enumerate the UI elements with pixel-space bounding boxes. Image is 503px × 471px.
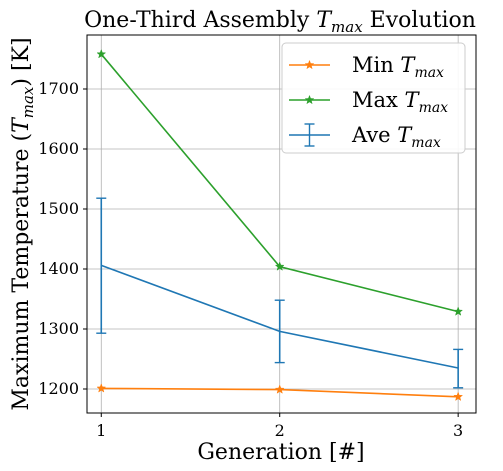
legend-max-tmax-marker <box>304 94 315 105</box>
legend-max-tmax-label: Max Tmax <box>352 88 448 116</box>
legend-label-math-sub: max <box>419 100 449 116</box>
legend-box <box>281 42 466 154</box>
max-tmax-point <box>274 261 285 271</box>
legend-min-tmax-marker <box>304 59 315 70</box>
title-suffix: Evolution <box>363 8 476 33</box>
y-axis-label: Maximum Temperature (Tmax) [K] <box>9 37 37 410</box>
legend-label-math: T <box>397 123 413 147</box>
ylabel-math-sub: max <box>19 86 37 118</box>
legend-label-prefix: Max <box>352 88 405 112</box>
min-tmax-point <box>453 391 464 402</box>
y-tick-label: 1400 <box>38 259 79 278</box>
x-tick-label: 2 <box>275 421 285 440</box>
ylabel-math: T <box>9 116 34 133</box>
title-math-sub: max <box>331 18 363 36</box>
y-tick-label: 1700 <box>38 79 79 98</box>
legend-label-math-sub: max <box>414 65 444 81</box>
min-tmax-point <box>96 383 107 393</box>
x-tick-label: 3 <box>453 421 463 440</box>
axes-frame <box>86 34 477 414</box>
min-tmax-point <box>274 384 285 394</box>
title-prefix: One-Third Assembly <box>84 8 316 33</box>
legend-label-math-sub: max <box>411 135 441 151</box>
legend-ave-tmax-label: Ave Tmax <box>351 123 441 151</box>
y-tick-label: 1200 <box>38 379 79 398</box>
ticks: 1200 1300 1400 1500 1600 1700 1 2 3 <box>38 79 463 440</box>
y-tick-label: 1300 <box>38 319 79 338</box>
y-tick-label: 1500 <box>38 199 79 218</box>
x-axis-label: Generation [#] <box>197 440 364 465</box>
max-tmax-point <box>96 48 107 59</box>
legend-min-tmax-label: Min Tmax <box>352 53 444 81</box>
x-tick-label: 1 <box>96 421 106 440</box>
legend-label-math: T <box>405 88 421 112</box>
ylabel-prefix: Maximum Temperature ( <box>9 133 34 411</box>
legend-label-prefix: Ave <box>351 123 397 147</box>
ylabel-suffix: ) [K] <box>9 37 34 86</box>
title-math: T <box>316 8 333 33</box>
series-layer <box>96 48 464 402</box>
y-tick-label: 1600 <box>38 139 79 158</box>
chart-title: One-Third Assembly Tmax Evolution <box>84 8 476 36</box>
max-tmax-point <box>453 306 464 316</box>
legend-label-prefix: Min <box>352 53 400 77</box>
legend-label-math: T <box>400 53 416 77</box>
